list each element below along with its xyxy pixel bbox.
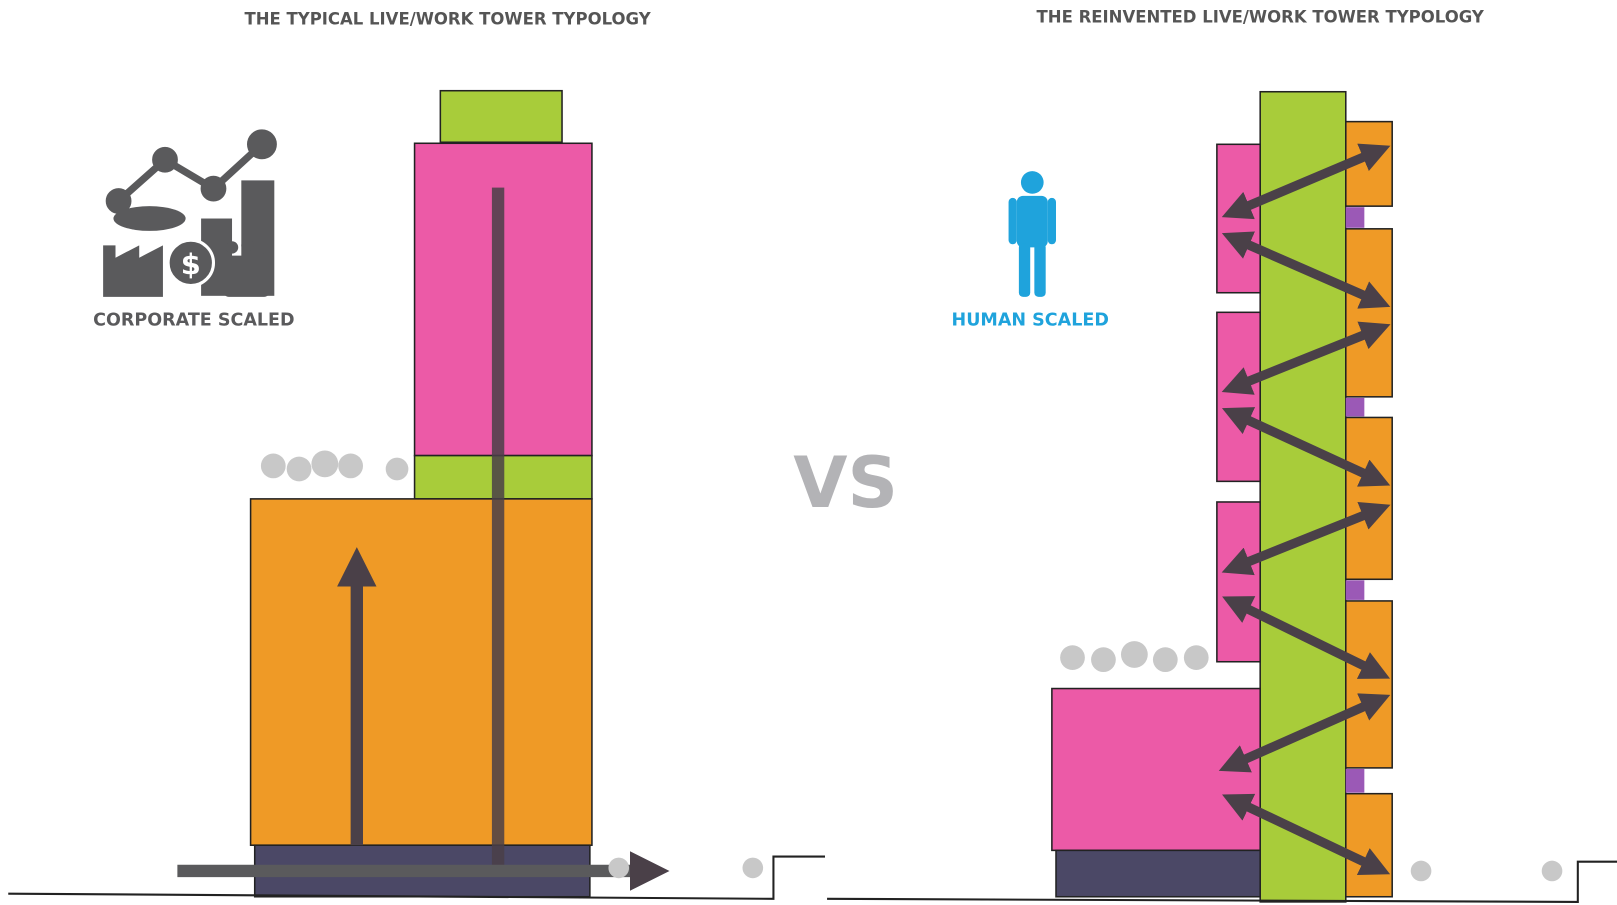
corporate-label: CORPORATE SCALED: [93, 311, 294, 331]
right-ground: [827, 860, 1617, 903]
vs-label: VS: [793, 442, 898, 524]
left-trees: [260, 450, 764, 879]
svg-text:$: $: [181, 247, 201, 281]
zigzag-arrows: [1218, 143, 1391, 875]
left-title: THE TYPICAL LIVE/WORK TOWER TYPOLOGY: [244, 10, 651, 29]
reinvented-tower: [1051, 90, 1393, 903]
human-label: HUMAN SCALED: [952, 311, 1109, 331]
right-title: THE REINVENTED LIVE/WORK TOWER TYPOLOGY: [1037, 8, 1485, 27]
elevator-core: [491, 187, 505, 877]
typical-tower: [249, 89, 593, 898]
corporate-icon: $: [103, 129, 277, 297]
human-icon: [1008, 171, 1056, 297]
right-trees: [1060, 641, 1563, 882]
left-ground: [8, 855, 825, 900]
